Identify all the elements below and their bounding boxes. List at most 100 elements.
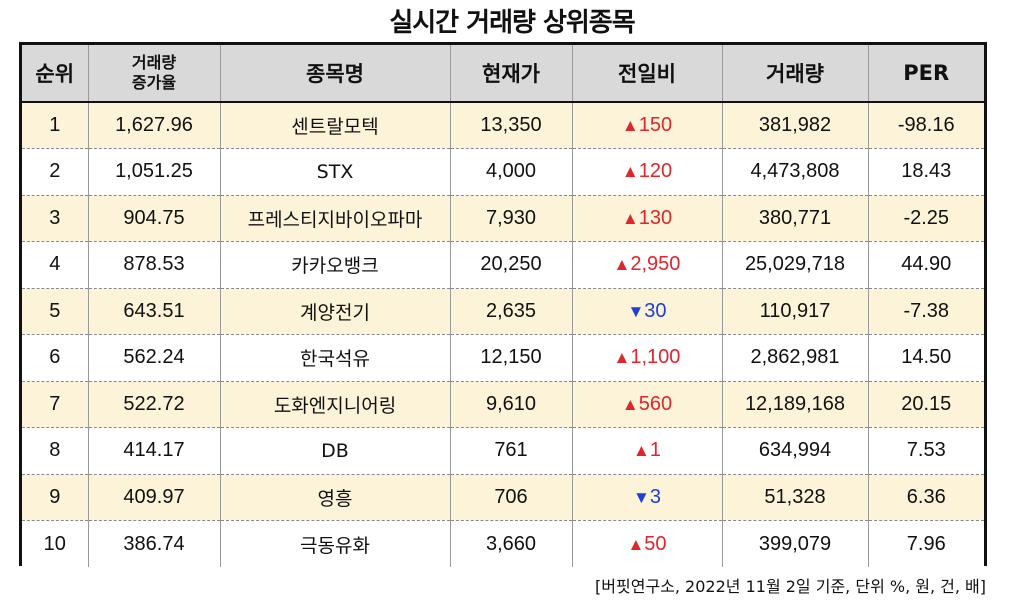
ranking-table-container: 순위 거래량 증가율 종목명 현재가 전일비 거래량 PER 1 1,627.96… [19,42,987,567]
header-rank: 순위 [22,45,89,103]
cell-per: -7.38 [903,299,950,322]
up-triangle-icon: ▲ [621,208,639,228]
cell-per: 20.15 [901,392,952,415]
table-body: 1 1,627.96 센트랄모텍 13,350 ▲150 381,982 -98.16 2 1,… [22,102,984,567]
cell-volume-increase: 386.74 [88,520,221,567]
table-header-row: 순위 거래량 증가율 종목명 현재가 전일비 거래량 PER [22,45,984,103]
header-price: 현재가 [450,45,573,103]
header-name: 종목명 [220,45,451,103]
cell-change: ▲1,100 [572,334,723,381]
change-value: 50 [644,532,667,555]
page-title: 실시간 거래량 상위종목 [389,8,635,38]
down-triangle-icon: ▼ [633,487,650,507]
table-row: 2 1,051.25 STX 4,000 ▲120 4,473,808 18.43 [22,148,984,195]
table-row: 3 904.75 프레스티지바이오파마 7,930 ▲130 380,771 -2.25 [22,195,984,242]
cell-volume-increase: 878.53 [88,241,221,288]
cell-stock-name: 센트랄모텍 [220,102,451,149]
cell-rank: 10 [22,520,89,567]
cell-volume-increase: 409.97 [88,474,221,521]
cell-rank: 3 [22,195,89,242]
change-value: 2,950 [630,253,681,276]
header-per: PER [868,45,984,103]
cell-volume: 634,994 [722,427,869,474]
header-volume-increase-line2: 증가율 [131,73,177,92]
cell-rank: 9 [22,474,89,521]
header-volume-increase: 거래량 증가율 [88,45,221,103]
cell-per: -98.16 [897,114,955,136]
up-triangle-icon: ▲ [621,162,639,182]
table-row: 1 1,627.96 센트랄모텍 13,350 ▲150 381,982 -98.16 [22,102,984,149]
change-value: 120 [638,160,673,183]
header-change: 전일비 [572,45,723,103]
cell-volume-increase: 1,051.25 [88,148,221,195]
header-volume-increase-line1: 거래량 [131,53,177,72]
cell-volume: 381,982 [722,102,869,149]
cell-price: 2,635 [450,288,573,335]
cell-per: 6.36 [906,485,946,508]
cell-rank: 1 [22,102,89,149]
cell-change: ▲2,950 [572,241,723,288]
change-value: 30 [644,299,667,322]
cell-price: 4,000 [450,148,573,195]
cell-change: ▲560 [572,381,723,428]
cell-rank: 4 [22,241,89,288]
change-value: 150 [638,114,673,136]
cell-volume: 399,079 [722,520,869,567]
cell-per: 18.43 [901,160,952,183]
cell-per: 44.90 [901,253,952,276]
up-triangle-icon: ▲ [633,441,650,461]
cell-price: 20,250 [450,241,573,288]
cell-volume: 4,473,808 [722,148,869,195]
table-row: 6 562.24 한국석유 12,150 ▲1,100 2,862,981 14.50 [22,334,984,381]
cell-price: 12,150 [450,334,573,381]
table-row: 9 409.97 영흥 706 ▼3 51,328 6.36 [22,474,984,521]
cell-volume: 25,029,718 [722,241,869,288]
ranking-table: 순위 거래량 증가율 종목명 현재가 전일비 거래량 PER 1 1,627.96… [22,45,984,567]
table-row: 8 414.17 DB 761 ▲1 634,994 7.53 [22,427,984,474]
cell-rank: 7 [22,381,89,428]
table-row: 5 643.51 계양전기 2,635 ▼30 110,917 -7.38 [22,288,984,335]
cell-change: ▲1 [572,427,723,474]
change-value: 1,100 [630,346,681,369]
cell-per: 7.53 [906,439,946,462]
cell-volume: 12,189,168 [722,381,869,428]
cell-rank: 2 [22,148,89,195]
source-footnote: [버핏연구소, 2022년 11월 2일 기준, 단위 %, 원, 건, 배] [595,577,986,596]
cell-volume-increase: 643.51 [88,288,221,335]
change-value: 1 [649,439,661,462]
up-triangle-icon: ▲ [613,255,631,275]
cell-volume-increase: 904.75 [88,195,221,242]
cell-volume-increase: 562.24 [88,334,221,381]
table-row: 10 386.74 극동유화 3,660 ▲50 399,079 7.96 [22,520,984,567]
cell-change: ▲130 [572,195,723,242]
up-triangle-icon: ▲ [621,394,639,414]
header-volume: 거래량 [722,45,869,103]
cell-price: 7,930 [450,195,573,242]
cell-volume-increase: 414.17 [88,427,221,474]
cell-price: 761 [450,427,573,474]
cell-per: -2.25 [903,206,950,229]
cell-stock-name: 프레스티지바이오파마 [220,195,451,242]
cell-stock-name: 카카오뱅크 [220,241,451,288]
cell-stock-name: 영흥 [220,474,451,521]
cell-rank: 6 [22,334,89,381]
cell-volume: 110,917 [722,288,869,335]
cell-stock-name: 계양전기 [220,288,451,335]
cell-volume: 51,328 [722,474,869,521]
cell-per: 14.50 [901,346,952,369]
cell-volume-increase: 1,627.96 [88,102,221,149]
cell-price: 706 [450,474,573,521]
up-triangle-icon: ▲ [621,116,639,135]
up-triangle-icon: ▲ [627,534,645,554]
table-row: 4 878.53 카카오뱅크 20,250 ▲2,950 25,029,718 44.90 [22,241,984,288]
cell-price: 13,350 [450,102,573,149]
cell-price: 9,610 [450,381,573,428]
down-triangle-icon: ▼ [627,301,645,321]
cell-stock-name: DB [220,427,451,474]
cell-stock-name: STX [220,148,451,195]
cell-per: 7.96 [906,532,946,555]
cell-stock-name: 극동유화 [220,520,451,567]
change-value: 130 [638,206,673,229]
up-triangle-icon: ▲ [613,348,631,368]
cell-change: ▲120 [572,148,723,195]
